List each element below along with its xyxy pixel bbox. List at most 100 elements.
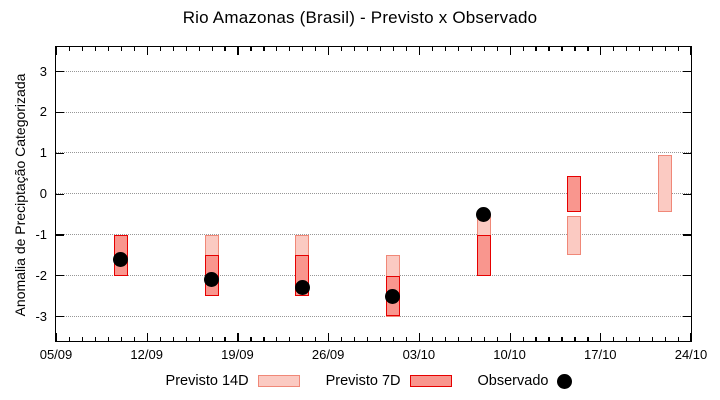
x-tick-label-26-09: 26/09 xyxy=(311,347,345,362)
x-minor-tick-24-bottom xyxy=(367,337,369,341)
x-major-tick-14-top xyxy=(237,47,239,55)
y-tick-left-3 xyxy=(56,71,64,73)
y-tick-left--3 xyxy=(56,316,64,318)
x-minor-tick-23-top xyxy=(354,47,356,51)
x-minor-tick-18-bottom xyxy=(289,337,291,341)
x-minor-tick-37-bottom xyxy=(535,337,537,341)
x-minor-tick-23-bottom xyxy=(354,337,356,341)
y-tick-label--2: -2 xyxy=(35,267,47,283)
x-minor-tick-20-top xyxy=(315,47,317,51)
gridline-y-3 xyxy=(56,70,691,72)
gridline-y--1 xyxy=(56,234,691,236)
x-minor-tick-32-top xyxy=(470,47,472,51)
x-major-tick-7-top xyxy=(146,47,148,55)
x-minor-tick-38-bottom xyxy=(548,337,550,341)
y-tick-label--1: -1 xyxy=(35,226,47,242)
x-minor-tick-6-top xyxy=(133,47,135,51)
observed-dot-day19 xyxy=(294,280,310,296)
x-tick-label-05-09: 05/09 xyxy=(39,347,73,362)
x-minor-tick-20-bottom xyxy=(315,337,317,341)
y-tick-label-0: 0 xyxy=(39,186,47,201)
x-minor-tick-11-top xyxy=(198,47,200,51)
x-minor-tick-36-top xyxy=(522,47,524,51)
x-tick-label-24-10: 24/10 xyxy=(674,347,708,362)
x-major-tick-49-top xyxy=(689,47,691,55)
x-minor-tick-3-top xyxy=(94,47,97,51)
legend-label-previsto-14d: Previsto 14D xyxy=(165,373,249,389)
y-tick-left-0 xyxy=(56,193,64,195)
legend-label-observado: Observado xyxy=(477,373,549,389)
x-minor-tick-11-bottom xyxy=(198,337,200,341)
observed-dot-day33 xyxy=(476,206,492,222)
x-minor-tick-36-bottom xyxy=(522,337,524,341)
x-minor-tick-39-top xyxy=(561,47,563,51)
y-tick-right--3 xyxy=(683,316,691,318)
x-minor-tick-5-top xyxy=(120,47,122,51)
y-tick-right--2 xyxy=(683,275,691,277)
x-minor-tick-27-top xyxy=(405,47,408,51)
x-minor-tick-47-top xyxy=(665,47,667,51)
y-tick-label-3: 3 xyxy=(39,63,47,79)
x-minor-tick-33-bottom xyxy=(483,337,485,341)
bar-previsto-7d-day33 xyxy=(476,234,491,276)
bar-previsto-7d-day40 xyxy=(567,175,582,213)
x-minor-tick-16-top xyxy=(263,47,265,51)
x-minor-tick-15-top xyxy=(250,47,252,51)
y-tick-right--1 xyxy=(683,234,691,236)
plot-area xyxy=(55,46,692,342)
x-minor-tick-47-bottom xyxy=(665,337,667,341)
x-minor-tick-5-bottom xyxy=(120,337,122,341)
x-minor-tick-22-bottom xyxy=(341,337,343,341)
x-minor-tick-19-top xyxy=(302,47,304,51)
x-minor-tick-9-bottom xyxy=(172,337,174,341)
x-minor-tick-25-top xyxy=(379,47,382,51)
x-minor-tick-16-bottom xyxy=(263,337,265,341)
x-tick-label-12-09: 12/09 xyxy=(130,347,163,362)
x-major-tick-7-bottom xyxy=(146,333,148,341)
legend-swatch-previsto-14d xyxy=(257,375,300,387)
x-minor-tick-30-bottom xyxy=(444,337,446,341)
x-major-tick-28-bottom xyxy=(418,333,421,341)
gridline-y-2 xyxy=(56,111,691,113)
x-minor-tick-13-top xyxy=(224,47,226,51)
x-major-tick-28-top xyxy=(418,47,421,55)
x-minor-tick-48-top xyxy=(678,47,680,51)
x-minor-tick-31-bottom xyxy=(457,337,459,341)
observed-dot-day12 xyxy=(204,272,219,288)
x-minor-tick-24-top xyxy=(367,47,369,51)
x-tick-label-17-10: 17/10 xyxy=(584,347,617,362)
x-minor-tick-1-top xyxy=(68,47,71,51)
x-minor-tick-9-top xyxy=(172,47,174,51)
x-minor-tick-3-bottom xyxy=(94,337,97,341)
legend: Previsto 14D Previsto 7D Observado xyxy=(0,373,720,389)
observed-dot-day5 xyxy=(113,251,129,267)
x-minor-tick-13-bottom xyxy=(224,337,226,341)
x-minor-tick-12-top xyxy=(211,47,213,51)
x-minor-tick-43-top xyxy=(613,47,615,51)
x-minor-tick-8-top xyxy=(159,47,161,51)
legend-swatch-previsto-7d xyxy=(409,375,452,387)
gridline-y-0 xyxy=(56,193,691,195)
x-minor-tick-12-bottom xyxy=(211,337,213,341)
x-major-tick-21-top xyxy=(328,47,330,55)
x-minor-tick-30-top xyxy=(444,47,446,51)
x-minor-tick-37-top xyxy=(535,47,537,51)
x-minor-tick-19-bottom xyxy=(302,337,304,341)
x-minor-tick-41-bottom xyxy=(587,337,589,341)
x-major-tick-0-bottom xyxy=(56,333,58,341)
observed-dot-day26 xyxy=(385,288,401,304)
y-tick-left--2 xyxy=(56,275,64,277)
x-minor-tick-46-top xyxy=(652,47,654,51)
y-tick-left-2 xyxy=(56,111,64,114)
x-minor-tick-10-bottom xyxy=(185,337,187,341)
y-tick-label-2: 2 xyxy=(39,104,47,120)
y-tick-right-0 xyxy=(683,193,691,195)
legend-item-previsto-14d: Previsto 14D xyxy=(166,373,300,389)
x-minor-tick-40-top xyxy=(574,47,576,51)
x-major-tick-42-bottom xyxy=(600,333,602,341)
x-minor-tick-18-top xyxy=(289,47,291,51)
chart-title: Rio Amazonas (Brasil) - Previsto x Obser… xyxy=(182,8,538,27)
x-minor-tick-38-top xyxy=(548,47,550,51)
x-minor-tick-45-top xyxy=(639,47,641,51)
x-minor-tick-2-top xyxy=(81,47,84,51)
